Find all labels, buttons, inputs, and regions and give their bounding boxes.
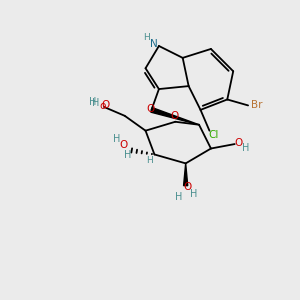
Polygon shape <box>151 108 199 125</box>
Text: Cl: Cl <box>209 130 219 140</box>
Text: H: H <box>113 134 120 144</box>
Text: N: N <box>150 40 158 50</box>
Text: O: O <box>183 182 191 192</box>
Text: H: H <box>242 142 250 153</box>
Polygon shape <box>184 164 188 186</box>
Text: H: H <box>190 189 198 199</box>
Text: H: H <box>146 156 152 165</box>
Text: H: H <box>143 33 150 42</box>
Text: H: H <box>92 98 99 108</box>
Text: O: O <box>147 104 155 114</box>
Text: o: o <box>99 101 106 111</box>
Text: Br: Br <box>251 100 262 110</box>
Text: O: O <box>120 140 128 150</box>
Text: H: H <box>175 192 182 202</box>
Text: H: H <box>89 98 96 107</box>
Text: O: O <box>101 100 110 110</box>
Text: O: O <box>170 111 179 122</box>
Text: O: O <box>234 138 242 148</box>
Text: H: H <box>124 150 131 160</box>
